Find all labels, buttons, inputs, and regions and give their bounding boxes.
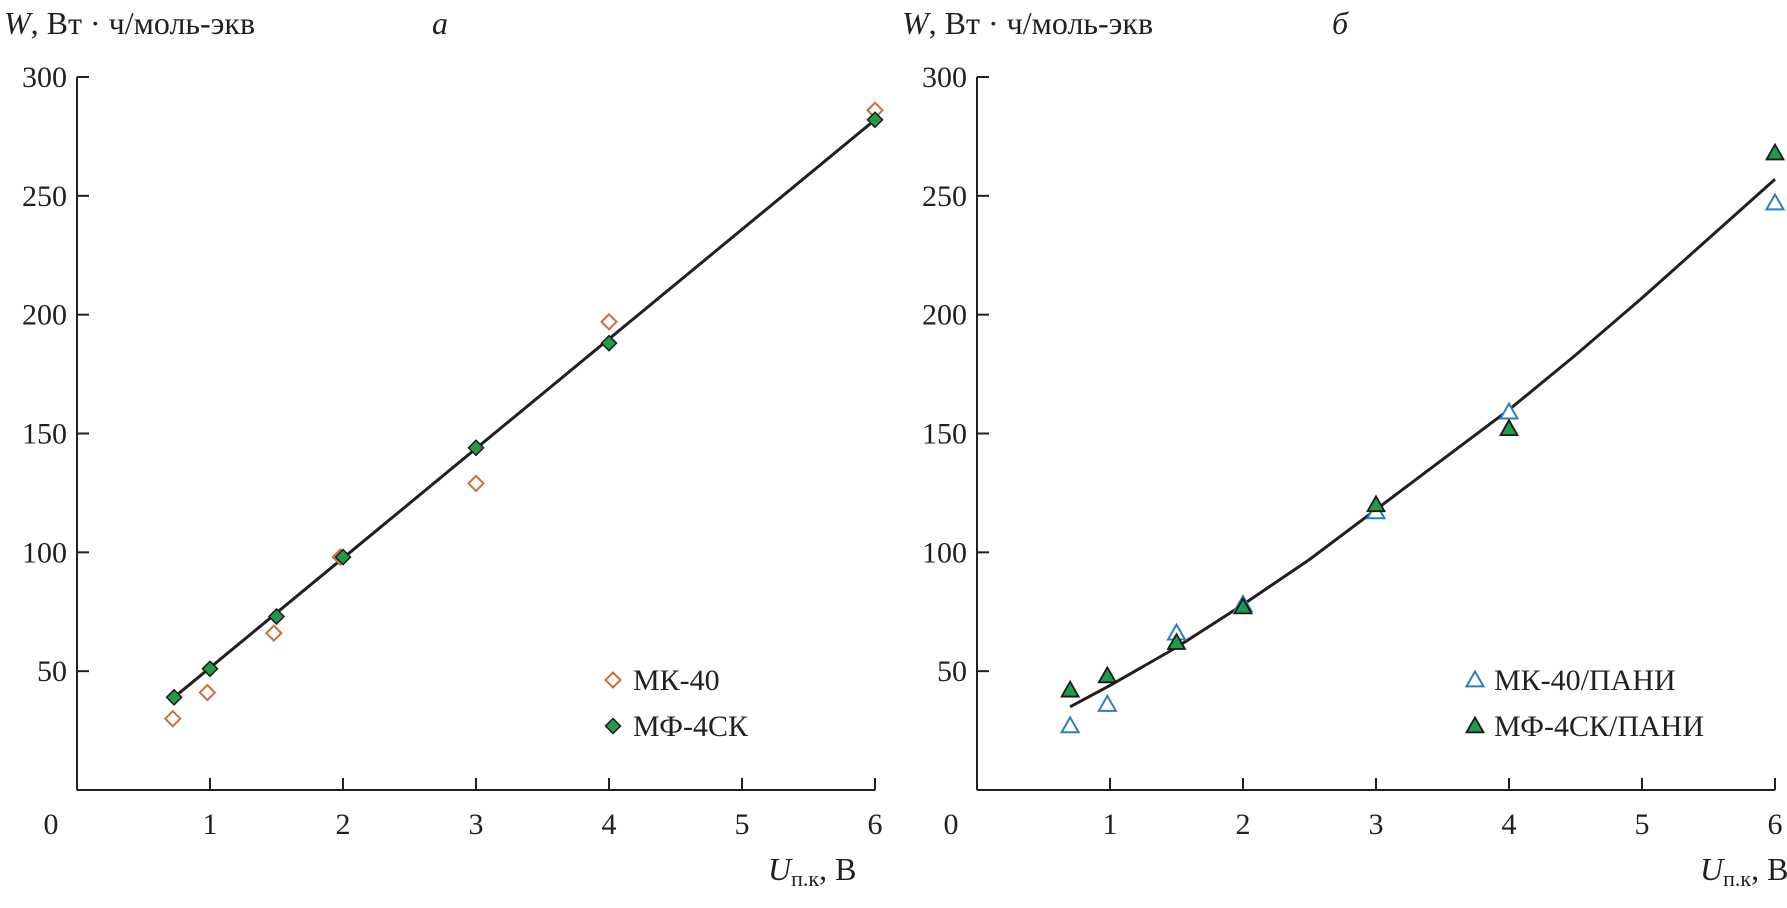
- x-axis-symbol: U: [768, 851, 793, 887]
- data-point-series-1: [334, 548, 352, 566]
- y-tick-label: 200: [922, 299, 967, 332]
- panel-b: W, Вт · ч/моль-экв б Uп.к, В 50100150200…: [902, 5, 1787, 891]
- data-point-series-1: [866, 111, 884, 129]
- y-axis-unit: , Вт · ч/моль-экв: [31, 5, 255, 41]
- data-point-series-1: [165, 688, 183, 706]
- y-tick-label: 300: [922, 61, 967, 94]
- x-axis-unit: , В: [819, 851, 856, 887]
- data-point-series-1: [1498, 418, 1520, 437]
- x-tick-label: 3: [1369, 808, 1384, 841]
- x-tick-label: 3: [469, 808, 484, 841]
- legend-marker-shape: [604, 671, 622, 689]
- y-tick-label: 250: [22, 180, 67, 213]
- data-point-series-0: [1764, 192, 1786, 211]
- data-point-series-1: [1764, 142, 1786, 161]
- data-point-series-0: [163, 709, 182, 728]
- x-tick-label: 1: [203, 808, 218, 841]
- x-axis-label-a: Uп.к, В: [768, 851, 856, 891]
- legend-label-mk40-pani: МК-40/ПАНИ: [1494, 664, 1676, 697]
- legend-marker-shape: [1464, 715, 1486, 734]
- y-axis-symbol: W: [902, 5, 932, 41]
- x-tick-label: 2: [336, 808, 351, 841]
- x-axis-unit: , В: [1751, 851, 1787, 887]
- y-tick-label: 50: [37, 655, 67, 688]
- data-point-series-1: [201, 660, 219, 678]
- y-tick-label: 100: [22, 536, 67, 569]
- x-tick-label: 0: [944, 808, 959, 841]
- data-point-series-0: [1059, 715, 1081, 734]
- y-axis-label-a: W, Вт · ч/моль-экв: [4, 5, 255, 41]
- fit-line: [173, 118, 876, 699]
- legend-a: МК-40 МФ-4СК: [604, 664, 749, 743]
- data-point-series-1: [1097, 665, 1118, 684]
- data-point-series-0: [1097, 693, 1118, 712]
- y-tick-label: 150: [22, 418, 67, 451]
- data-point-series-1: [267, 607, 286, 626]
- data-point-series-0: [467, 474, 485, 493]
- panel-letter-a: a: [432, 5, 448, 41]
- data-point-series-1: [600, 334, 618, 352]
- data-point-series-0: [264, 624, 283, 643]
- x-axis-subscript: п.к: [1723, 866, 1751, 891]
- data-point-series-0: [600, 312, 618, 331]
- y-axis-label-b: W, Вт · ч/моль-экв: [902, 5, 1153, 41]
- x-tick-label: 6: [1768, 808, 1783, 841]
- y-tick-label: 50: [937, 655, 967, 688]
- plot-area-a: 50 100 150 200 250 300 0 1 2 3 4 5 6: [22, 61, 884, 841]
- legend-b: МК-40/ПАНИ МФ-4СК/ПАНИ: [1464, 664, 1704, 743]
- legend-label-mf4sk: МФ-4СК: [633, 710, 749, 743]
- legend-marker-mk40-pani: [1464, 669, 1486, 688]
- data-point-series-1: [1060, 679, 1081, 698]
- legend-label-mf4sk-pani: МФ-4СК/ПАНИ: [1494, 710, 1704, 743]
- x-axis-symbol: U: [1700, 851, 1725, 887]
- x-tick-label: 6: [868, 808, 883, 841]
- fit-line: [1069, 178, 1776, 709]
- legend-label-mk40: МК-40: [633, 664, 720, 697]
- x-tick-label: 5: [1635, 808, 1650, 841]
- x-tick-label: 4: [602, 808, 617, 841]
- x-tick-label: 4: [1502, 808, 1517, 841]
- y-tick-label: 100: [922, 536, 967, 569]
- x-tick-label: 1: [1103, 808, 1118, 841]
- y-tick-label: 250: [922, 180, 967, 213]
- y-tick-label: 200: [22, 299, 67, 332]
- data-point-series-1: [1232, 596, 1254, 615]
- x-tick-label: 5: [735, 808, 750, 841]
- data-point-series-1: [1365, 494, 1387, 513]
- legend-marker-shape: [1464, 669, 1486, 688]
- panel-a: W, Вт · ч/моль-экв a Uп.к, В 50100150200…: [4, 5, 884, 891]
- legend-marker-shape: [604, 717, 622, 735]
- data-point-series-1: [1166, 632, 1187, 650]
- x-axis-subscript: п.к: [791, 866, 819, 891]
- y-axis-symbol: W: [4, 5, 34, 41]
- legend-marker-mk40: [604, 671, 622, 689]
- legend-marker-mf4sk: [604, 717, 622, 735]
- y-tick-label: 300: [22, 61, 67, 94]
- x-tick-label: 2: [1236, 808, 1251, 841]
- panel-letter-b: б: [1332, 5, 1349, 41]
- data-point-series-1: [467, 439, 485, 457]
- data-point-series-0: [198, 683, 217, 702]
- x-tick-label: 0: [44, 808, 59, 841]
- plot-area-b: 50 100 150 200 250 300 0 1 2 3 4 5 6: [922, 61, 1786, 841]
- y-tick-label: 150: [922, 418, 967, 451]
- y-axis-unit: , Вт · ч/моль-экв: [929, 5, 1153, 41]
- legend-marker-mf4sk-pani: [1464, 715, 1486, 734]
- x-axis-label-b: Uп.к, В: [1700, 851, 1787, 891]
